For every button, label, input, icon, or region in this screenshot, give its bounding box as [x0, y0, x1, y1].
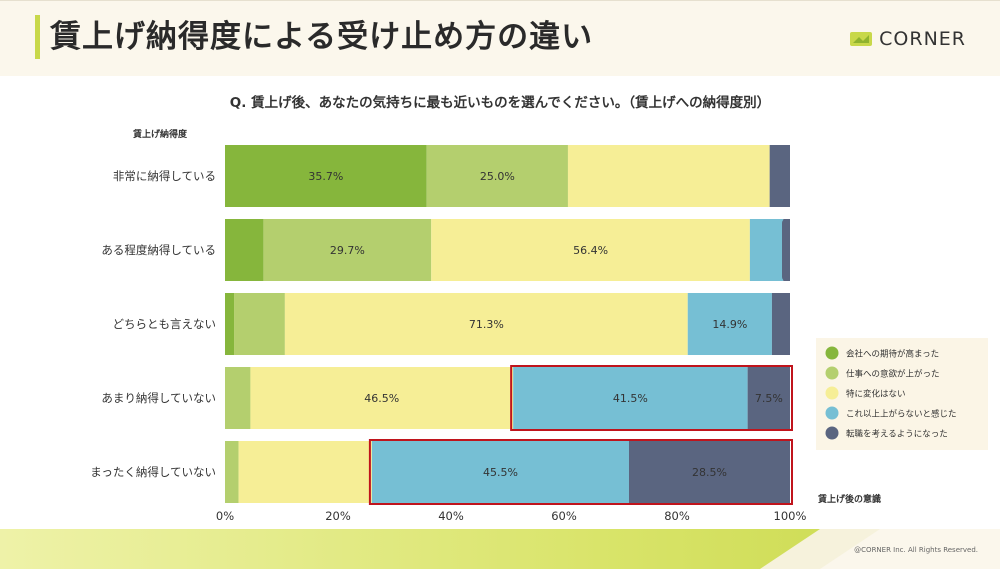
page-title: 賃上げ納得度による受け止め方の違い [50, 19, 594, 55]
bar-end-cap [782, 367, 790, 429]
bar-segment [628, 441, 790, 503]
corner-logo-icon [850, 32, 873, 46]
legend-swatch [825, 426, 839, 440]
bar-segment [234, 293, 285, 355]
logo: CORNER [850, 28, 966, 50]
x-tick-label: 40% [438, 509, 464, 523]
bar-segment [225, 293, 235, 355]
legend-swatch [825, 406, 839, 420]
x-tick-labels: 0% 20% 40% 60% 80% 100% [216, 509, 807, 523]
data-label: 7.5% [755, 392, 783, 405]
x-tick-label: 0% [216, 509, 234, 523]
x-tick-label: 20% [325, 509, 351, 523]
data-label: 35.7% [308, 170, 343, 183]
legend-label: 仕事への意欲が上がった [846, 369, 940, 380]
bar-segment [749, 219, 784, 281]
bar-segment [371, 441, 629, 503]
legend-label: 転職を考えるようになった [846, 430, 948, 440]
y-axis-title: 賃上げ納得度 [132, 128, 188, 140]
highlight-box [510, 365, 793, 431]
question-text: Q. 賃上げ後、あなたの気持ちに最も近いものを選んでください。（賃上げへの納得度… [229, 95, 771, 111]
copyright: @CORNER Inc. All Rights Reserved. [854, 546, 978, 554]
bar-segment [567, 145, 770, 207]
legend: 会社への期待が高まった仕事への意欲が上がった特に変化はないこれ以上上がらないと感… [816, 338, 988, 450]
x-tick-label: 60% [551, 509, 577, 523]
category-label: あまり納得していない [101, 391, 216, 405]
data-label: 29.7% [330, 244, 365, 257]
header: 賃上げ納得度による受け止め方の違い CORNER [0, 0, 1000, 76]
bar-segment [225, 145, 427, 207]
legend-label: 会社への期待が高まった [846, 349, 939, 360]
category-label: まったく納得していない [90, 465, 216, 479]
legend-label: 特に変化はない [846, 389, 906, 400]
highlight-box [368, 439, 793, 505]
data-label: 46.5% [364, 392, 399, 405]
category-label: ある程度納得している [101, 243, 216, 257]
bar-segment [687, 293, 772, 355]
bar-end-cap [782, 441, 790, 503]
data-label: 14.9% [712, 318, 747, 331]
footer-band [0, 529, 1000, 569]
category-labels: 非常に納得しているある程度納得しているどちらとも言えないあまり納得していないまっ… [90, 169, 216, 479]
data-label: 45.5% [483, 466, 518, 479]
bar-segment [513, 367, 748, 429]
bar-segment [426, 145, 568, 207]
bar-segment [225, 367, 251, 429]
bar-segment [431, 219, 750, 281]
bar-segment [284, 293, 688, 355]
legend-swatch [825, 386, 839, 400]
legend-swatch [825, 366, 839, 380]
category-label: 非常に納得している [113, 169, 216, 183]
data-label: 71.3% [469, 318, 504, 331]
bar-segment [250, 367, 514, 429]
data-label: 28.5% [692, 466, 727, 479]
legend-title: 賃上げ後の意識 [817, 493, 881, 505]
legend-label: これ以上上がらないと感じた [846, 409, 957, 420]
legend-swatch [825, 346, 839, 360]
legend-box [816, 338, 988, 450]
logo-text: CORNER [879, 28, 966, 50]
bars [225, 145, 790, 503]
bar-segment [225, 219, 264, 281]
bar-end-cap [782, 293, 790, 355]
x-tick-label: 80% [664, 509, 690, 523]
bar-end-cap [782, 219, 790, 281]
bar-end-cap [782, 145, 790, 207]
highlight-boxes [368, 365, 793, 505]
data-label: 25.0% [480, 170, 515, 183]
bar-segment [225, 441, 239, 503]
bar-segment [263, 219, 432, 281]
title-accent-bar [35, 15, 40, 59]
category-label: どちらとも言えない [113, 317, 217, 331]
data-label: 56.4% [573, 244, 608, 257]
x-tick-label: 100% [774, 509, 807, 523]
data-label: 41.5% [613, 392, 648, 405]
data-labels: 35.7% 25.0% 29.7% 56.4% 71.3% 14.9% 46.5% 41.5%… [308, 170, 782, 479]
bar-segment [238, 441, 372, 503]
